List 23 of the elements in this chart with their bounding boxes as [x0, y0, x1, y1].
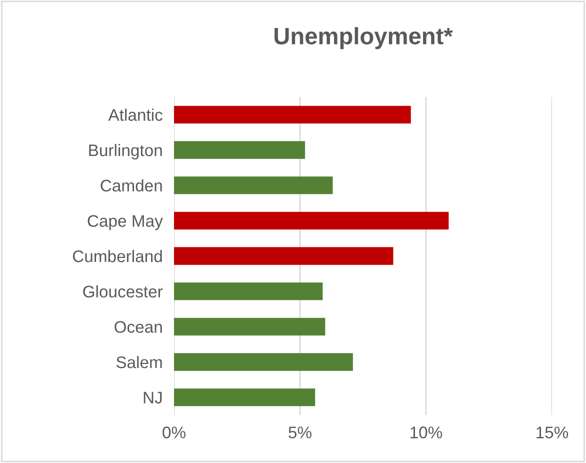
x-tick-label: 10% — [410, 426, 442, 438]
x-tick-label: 15% — [536, 426, 568, 438]
y-tick-label: NJ — [144, 392, 162, 404]
y-tick-label: Salem — [116, 356, 162, 368]
bar — [174, 282, 323, 300]
bar — [174, 106, 411, 124]
chart-title: Unemployment* — [274, 27, 453, 50]
y-tick-label: Gloucester — [83, 285, 163, 298]
bar — [174, 247, 394, 265]
bar — [174, 318, 326, 336]
y-tick-label: Ocean — [114, 321, 162, 333]
x-tick-label: 0% — [162, 426, 186, 438]
bar — [174, 141, 306, 159]
bar — [174, 176, 333, 194]
x-tick-label: 5% — [288, 426, 312, 438]
y-tick-label: Burlington — [89, 144, 162, 160]
y-tick-label: Atlantic — [108, 108, 162, 121]
bar — [174, 388, 316, 406]
y-tick-label: Cape May — [88, 215, 163, 230]
bar — [174, 353, 353, 371]
y-tick-label: Cumberland — [72, 250, 162, 262]
y-tick-label: Camden — [100, 179, 162, 192]
bar — [174, 212, 449, 230]
